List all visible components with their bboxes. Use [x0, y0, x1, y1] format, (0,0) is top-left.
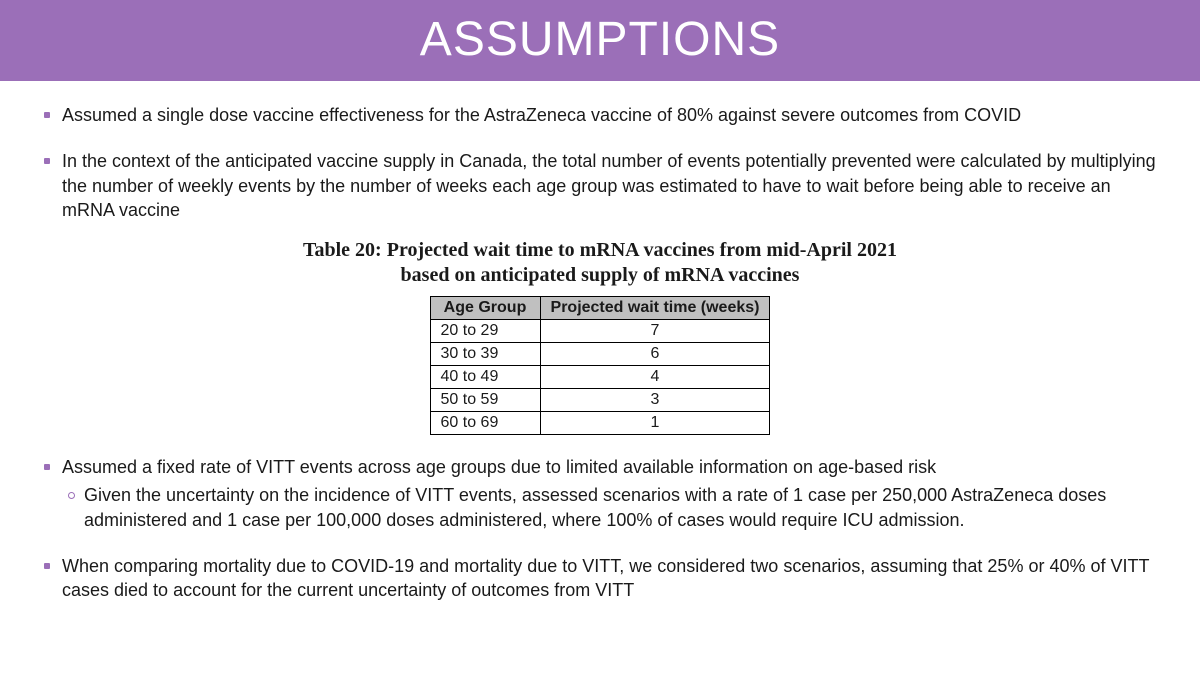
table-row: 40 to 49 4 — [430, 366, 770, 389]
list-item: In the context of the anticipated vaccin… — [40, 149, 1160, 222]
list-item: Assumed a fixed rate of VITT events acro… — [40, 455, 1160, 532]
content-area: Assumed a single dose vaccine effectiven… — [0, 81, 1200, 603]
bullet-text: In the context of the anticipated vaccin… — [62, 151, 1156, 220]
page-title: ASSUMPTIONS — [0, 12, 1200, 67]
sub-list-item: Given the uncertainty on the incidence o… — [62, 483, 1160, 532]
bullet-text: Assumed a fixed rate of VITT events acro… — [62, 457, 936, 477]
cell-age: 30 to 39 — [430, 343, 540, 366]
assumptions-list-2: Assumed a fixed rate of VITT events acro… — [40, 455, 1160, 602]
col-header-age: Age Group — [430, 297, 540, 320]
list-item: When comparing mortality due to COVID-19… — [40, 554, 1160, 603]
list-item: Assumed a single dose vaccine effectiven… — [40, 103, 1160, 127]
table-section: Table 20: Projected wait time to mRNA va… — [40, 238, 1160, 435]
table-header-row: Age Group Projected wait time (weeks) — [430, 297, 770, 320]
cell-age: 40 to 49 — [430, 366, 540, 389]
col-header-wait: Projected wait time (weeks) — [540, 297, 770, 320]
cell-wait: 6 — [540, 343, 770, 366]
cell-wait: 3 — [540, 389, 770, 412]
table-row: 50 to 59 3 — [430, 389, 770, 412]
header-banner: ASSUMPTIONS — [0, 0, 1200, 81]
sub-list: Given the uncertainty on the incidence o… — [62, 483, 1160, 532]
table-title: Table 20: Projected wait time to mRNA va… — [280, 238, 920, 288]
wait-time-table: Age Group Projected wait time (weeks) 20… — [430, 296, 771, 435]
assumptions-list: Assumed a single dose vaccine effectiven… — [40, 103, 1160, 222]
bullet-text: Assumed a single dose vaccine effectiven… — [62, 105, 1021, 125]
table-row: 20 to 29 7 — [430, 320, 770, 343]
cell-wait: 1 — [540, 412, 770, 435]
cell-wait: 7 — [540, 320, 770, 343]
cell-age: 50 to 59 — [430, 389, 540, 412]
cell-wait: 4 — [540, 366, 770, 389]
table-row: 30 to 39 6 — [430, 343, 770, 366]
cell-age: 20 to 29 — [430, 320, 540, 343]
sub-bullet-text: Given the uncertainty on the incidence o… — [84, 485, 1106, 529]
cell-age: 60 to 69 — [430, 412, 540, 435]
bullet-text: When comparing mortality due to COVID-19… — [62, 556, 1149, 600]
table-row: 60 to 69 1 — [430, 412, 770, 435]
